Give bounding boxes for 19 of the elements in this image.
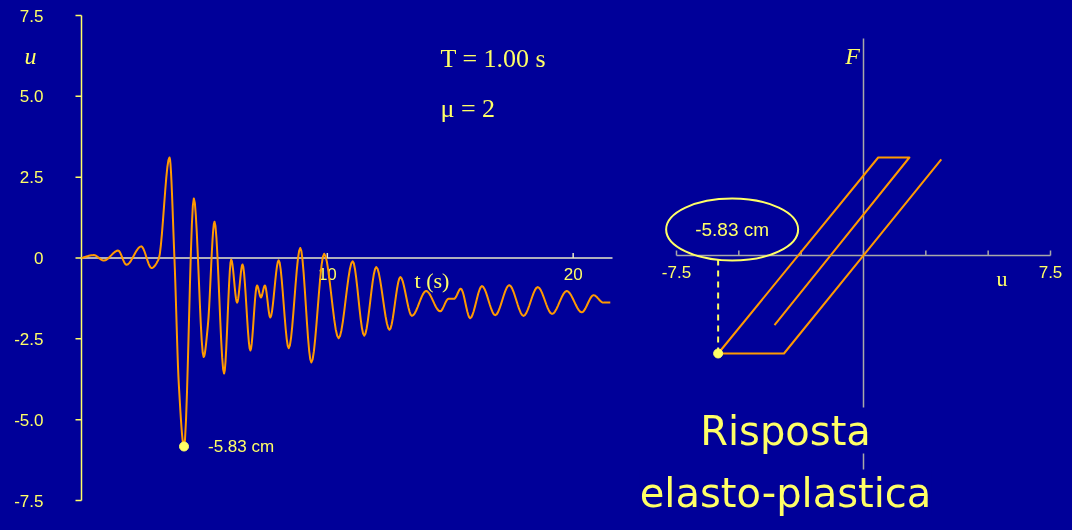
- y-tick-label: 2.5: [19, 168, 44, 188]
- x-axis-title: t (s): [414, 268, 450, 293]
- y-tick-label: -7.5: [14, 491, 44, 511]
- y-tick-label: -2.5: [14, 329, 44, 349]
- y-tick-label: 0: [34, 249, 44, 268]
- x-axis-title: u: [996, 265, 1008, 291]
- x-tick-label: 20: [563, 265, 583, 284]
- y-tick-label: 7.5: [19, 6, 44, 26]
- annotation: -5.83 cm: [695, 219, 770, 240]
- y-axis-title: F: [844, 42, 861, 69]
- x-tick-label: -7.5: [661, 262, 692, 282]
- annotation: μ = 2: [440, 94, 496, 123]
- y-tick-label: 5.0: [19, 87, 44, 107]
- y-tick-label: -5.0: [14, 410, 44, 430]
- y-axis-title: u: [24, 42, 37, 69]
- x-tick-label: 7.5: [1038, 262, 1063, 282]
- annotation: T = 1.00 s: [440, 44, 546, 73]
- text: Risposta elasto-plastica: [639, 407, 932, 516]
- annotation: -5.83 cm: [208, 437, 275, 456]
